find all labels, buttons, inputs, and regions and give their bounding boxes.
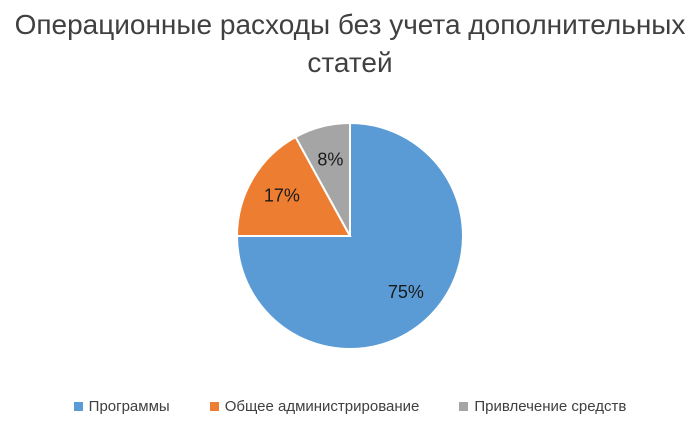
slice-label-administration: 17%	[264, 186, 300, 206]
legend-label-fundraising: Привлечение средств	[474, 398, 627, 415]
legend-swatch-administration	[209, 402, 219, 411]
chart-legend: Программы Общее администрирование Привле…	[0, 398, 700, 415]
pie-slice-programs	[235, 121, 464, 350]
slice-label-fundraising: 8%	[317, 149, 343, 169]
legend-label-administration: Общее администрирование	[224, 398, 420, 415]
legend-entry-administration: Общее администрирование	[209, 398, 420, 415]
pie-slice-administration	[235, 135, 352, 237]
pie-slice-fundraising	[294, 121, 351, 237]
slice-label-programs: 75%	[388, 282, 424, 302]
chart-title: Операционные расходы без учета дополните…	[14, 9, 686, 78]
legend-swatch-fundraising	[459, 402, 469, 411]
legend-entry-fundraising: Привлечение средств	[459, 398, 626, 415]
legend-swatch-programs	[73, 402, 83, 411]
legend-label-programs: Программы	[88, 398, 170, 415]
legend-entry-programs: Программы	[73, 398, 170, 415]
